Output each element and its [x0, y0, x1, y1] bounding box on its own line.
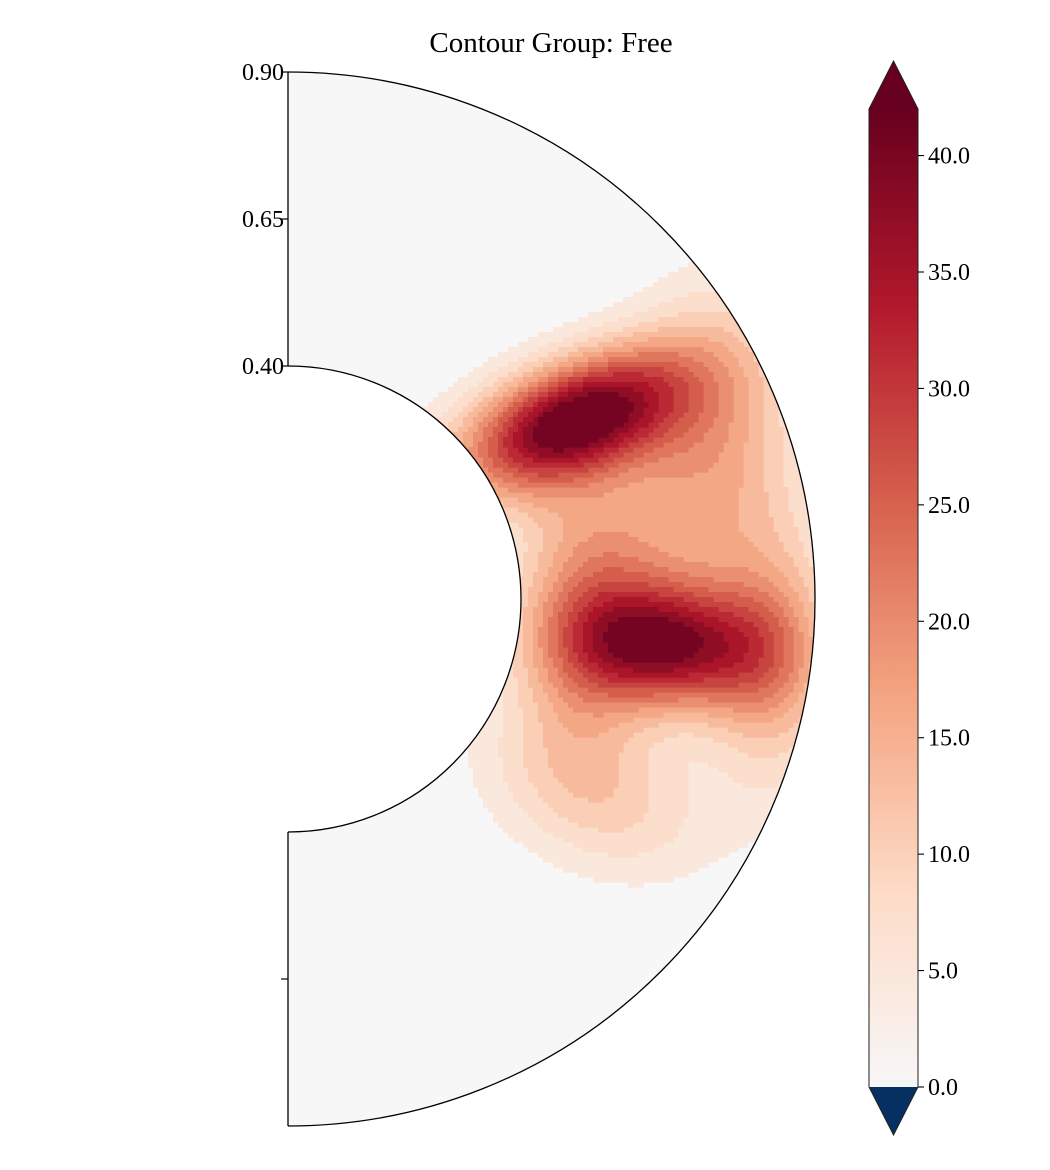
plot-area: 0.90 0.65 0.40	[242, 60, 816, 1127]
contour-level-band	[478, 352, 794, 703]
colorbar-tick-label: 35.0	[928, 260, 970, 286]
colorbar-tick-label: 5.0	[928, 959, 958, 985]
outer-boundary	[287, 71, 816, 1127]
colorbar-tick-label: 10.0	[928, 842, 970, 868]
colorbar-tick-label: 15.0	[928, 726, 970, 752]
colorbar-tick-label: 25.0	[928, 493, 970, 519]
contour-level-band	[533, 392, 704, 663]
radial-tick-label: 0.90	[242, 60, 284, 86]
contour-level-band	[503, 372, 764, 683]
colorbar-tick-label: 30.0	[928, 376, 970, 402]
chart-title: Contour Group: Free	[429, 27, 672, 59]
inner-boundary	[287, 365, 522, 833]
contour-field	[423, 262, 815, 888]
radial-tick-label: 0.40	[242, 354, 284, 380]
radial-tick-label: 0.65	[242, 207, 284, 233]
contour-level-band	[468, 347, 804, 718]
colorbar-over-triangle	[869, 61, 918, 109]
colorbar-body	[869, 109, 918, 1087]
contour-level-band	[488, 362, 784, 698]
colorbar-tick-label: 0.0	[928, 1075, 958, 1101]
radial-ticks: 0.90 0.65 0.40	[242, 60, 288, 980]
colorbar: 0.0 5.0 10.0 15.0 20.0 25.0 30.0 35.0 40.0	[868, 59, 970, 1137]
colorbar-ticks: 0.0 5.0 10.0 15.0 20.0 25.0 30.0 35.0 40.0	[918, 144, 970, 1101]
contour-level-band	[513, 382, 749, 678]
colorbar-tick-label: 40.0	[928, 144, 970, 170]
colorbar-under-triangle	[869, 1087, 918, 1135]
colorbar-tick-label: 20.0	[928, 609, 970, 635]
